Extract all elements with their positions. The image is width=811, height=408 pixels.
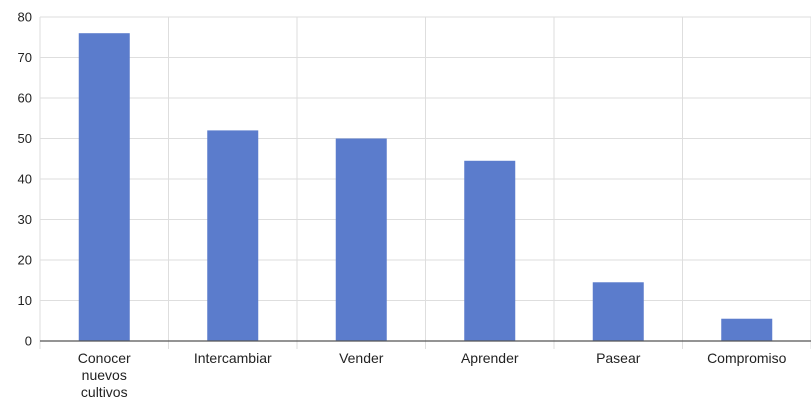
x-category-label: Vender [339, 350, 384, 366]
x-category-label: Intercambiar [194, 350, 272, 366]
x-category-label-line: Pasear [596, 350, 641, 366]
x-category-label-line: Conocer [78, 350, 131, 366]
x-category-label-line: Compromiso [707, 350, 787, 366]
x-category-label: Conocer nuevos cultivos [78, 350, 131, 400]
y-tick-label: 40 [18, 172, 32, 187]
x-category-label: Pasear [596, 350, 641, 366]
bar [592, 282, 644, 341]
y-tick-label: 30 [18, 212, 32, 227]
x-category-label-line: Intercambiar [194, 350, 272, 366]
x-category-label-line: nuevos [82, 367, 127, 383]
x-category-label: Compromiso [707, 350, 787, 366]
x-category-label-line: Aprender [461, 350, 519, 366]
y-tick-labels: 0 10 20 30 40 50 60 70 80 [18, 10, 32, 349]
bar [721, 318, 773, 341]
grid-lines [39, 16, 811, 349]
y-tick-label: 70 [18, 50, 32, 65]
bar [464, 160, 516, 341]
x-category-label-line: Vender [339, 350, 384, 366]
bar [335, 138, 387, 341]
bar [207, 130, 259, 341]
y-tick-label: 20 [18, 253, 32, 268]
y-tick-label: 80 [18, 10, 32, 25]
x-category-labels: Conocer nuevos cultivos Intercambiar Vender A… [78, 350, 787, 400]
x-category-label: Aprender [461, 350, 519, 366]
x-category-label-line: cultivos [81, 384, 128, 400]
y-tick-label: 10 [18, 293, 32, 308]
bar [78, 33, 130, 341]
y-tick-label: 60 [18, 91, 32, 106]
bars [78, 33, 773, 341]
y-tick-label: 0 [25, 334, 32, 349]
y-tick-label: 50 [18, 131, 32, 146]
